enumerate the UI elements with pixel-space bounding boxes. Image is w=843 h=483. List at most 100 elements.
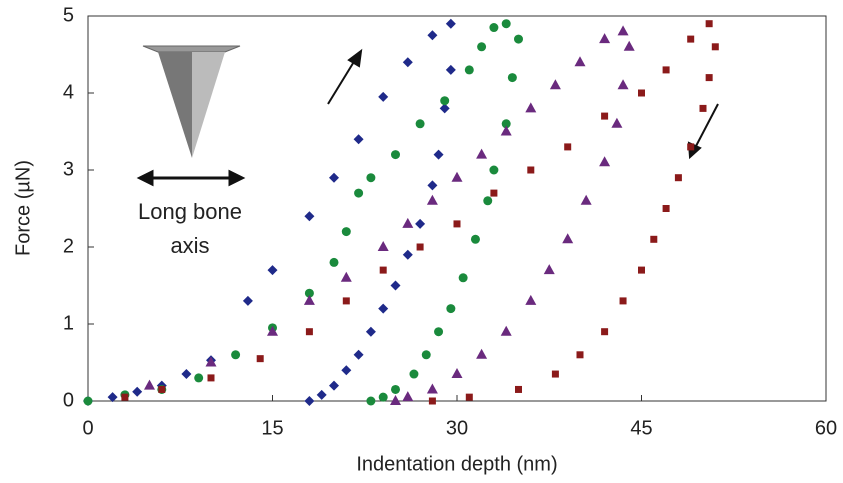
- data-point: [433, 149, 444, 160]
- data-point: [391, 384, 400, 394]
- data-point: [434, 327, 444, 337]
- data-point: [476, 148, 488, 159]
- data-point: [390, 395, 401, 405]
- data-point: [121, 393, 129, 401]
- data-point: [617, 25, 629, 36]
- data-point: [564, 143, 572, 151]
- data-point: [451, 171, 463, 182]
- data-point: [623, 40, 635, 51]
- data-point: [601, 328, 609, 336]
- data-point: [500, 325, 512, 336]
- data-point: [662, 66, 670, 74]
- data-point: [543, 264, 555, 275]
- data-point: [205, 356, 217, 367]
- data-point: [242, 295, 253, 306]
- data-point: [711, 43, 719, 51]
- data-point: [476, 348, 488, 359]
- data-point: [599, 156, 611, 167]
- data-point: [662, 205, 670, 212]
- annotation: axis: [170, 233, 209, 258]
- y-tick-label: 2: [63, 235, 74, 257]
- data-point: [379, 266, 387, 274]
- data-point: [525, 102, 537, 113]
- loading-arrow: [327, 48, 363, 105]
- data-point: [574, 56, 586, 67]
- data-point: [304, 211, 315, 222]
- data-point: [421, 350, 431, 360]
- data-point: [445, 64, 456, 75]
- data-point: [402, 217, 414, 228]
- data-point: [426, 383, 438, 394]
- data-point: [329, 257, 339, 267]
- data-point: [445, 18, 456, 29]
- data-point: [477, 42, 487, 52]
- x-tick-label: 45: [630, 417, 652, 439]
- data-point: [638, 89, 645, 97]
- annotation: Long bone: [138, 199, 242, 224]
- data-point: [353, 349, 364, 360]
- data-point: [366, 173, 376, 183]
- data-point: [340, 271, 352, 282]
- data-point: [391, 150, 400, 160]
- data-point: [409, 369, 419, 379]
- data-point: [107, 392, 118, 403]
- x-tick-label: 0: [82, 417, 93, 439]
- data-point: [353, 134, 364, 145]
- data-point: [427, 180, 438, 191]
- indenter-icon: [142, 45, 241, 158]
- data-point: [428, 397, 436, 405]
- data-point: [377, 241, 389, 251]
- data-point: [342, 297, 350, 305]
- data-point: [402, 57, 413, 68]
- y-tick-label: 3: [63, 158, 74, 180]
- data-point: [500, 125, 512, 136]
- data-point: [687, 143, 695, 151]
- data-point: [158, 385, 166, 393]
- x-tick-label: 15: [261, 417, 283, 439]
- data-point: [617, 79, 629, 90]
- data-point: [440, 96, 450, 106]
- data-point: [402, 249, 413, 260]
- data-point: [687, 35, 695, 43]
- data-point: [415, 218, 426, 229]
- data-point: [470, 234, 480, 244]
- data-point: [415, 119, 425, 129]
- data-point: [329, 172, 339, 183]
- data-point: [527, 166, 535, 174]
- data-point: [144, 379, 155, 390]
- data-point: [515, 385, 522, 393]
- data-point: [451, 368, 463, 379]
- data-point: [483, 196, 493, 206]
- data-point: [599, 33, 611, 44]
- data-point: [365, 326, 376, 337]
- data-point: [303, 294, 315, 305]
- data-point: [378, 303, 389, 314]
- data-point: [366, 396, 376, 406]
- data-point: [490, 189, 498, 197]
- data-point: [489, 23, 499, 33]
- data-point: [390, 280, 401, 291]
- y-tick-label: 1: [63, 312, 74, 334]
- axis-arrow: [136, 169, 246, 187]
- y-tick-label: 5: [63, 4, 74, 26]
- data-point: [514, 34, 523, 44]
- data-point: [674, 174, 682, 182]
- data-point: [256, 355, 264, 363]
- data-point: [453, 220, 461, 228]
- data-point: [650, 235, 658, 243]
- data-point: [305, 328, 313, 336]
- data-point: [402, 391, 414, 402]
- data-point: [341, 365, 352, 376]
- x-tick-label: 30: [446, 417, 468, 439]
- y-tick-label: 4: [63, 81, 74, 103]
- x-axis-label: Indentation depth (nm): [356, 453, 557, 475]
- data-point: [501, 119, 511, 129]
- data-point: [341, 227, 351, 237]
- x-tick-label: 60: [815, 417, 837, 439]
- data-point: [501, 19, 511, 29]
- data-point: [132, 386, 143, 397]
- data-point: [416, 243, 424, 251]
- data-point: [705, 20, 713, 28]
- data-point: [576, 351, 584, 359]
